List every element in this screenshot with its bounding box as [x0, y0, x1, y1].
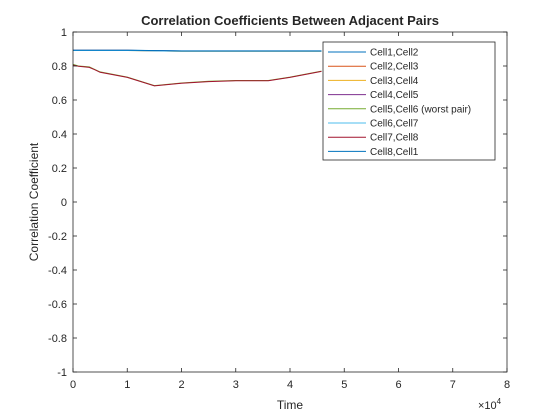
series-line [72, 64, 322, 87]
legend-label: Cell5,Cell6 (worst pair) [370, 104, 471, 115]
x-tick-label: 4 [287, 379, 293, 391]
y-tick-label: 0.4 [52, 129, 67, 141]
y-tick-label: -0.6 [48, 299, 67, 311]
legend-label: Cell6,Cell7 [370, 119, 419, 130]
y-axis-ticks: -1 -0.8 -0.6 -0.4 -0.2 0 0.2 0.4 0.6 0.8 1 [48, 27, 507, 379]
x-tick-label: 7 [450, 379, 456, 391]
x-axis-label: Time [277, 398, 304, 412]
series-line [73, 49, 322, 52]
legend-label: Cell3,Cell4 [370, 76, 419, 87]
y-tick-label: -0.4 [48, 265, 67, 277]
chart-title: Correlation Coefficients Between Adjacen… [141, 13, 439, 28]
y-tick-label: -1 [57, 367, 67, 379]
x-axis-exponent-power: 4 [497, 397, 502, 406]
legend-label: Cell2,Cell3 [370, 62, 419, 73]
x-axis-ticks: 0 1 2 3 4 5 6 7 8 [70, 32, 510, 391]
y-tick-label: 0.8 [52, 61, 67, 73]
x-tick-label: 8 [504, 379, 510, 391]
x-tick-label: 6 [395, 379, 401, 391]
legend-label: Cell1,Cell2 [370, 48, 419, 59]
legend: Cell1,Cell2 Cell2,Cell3 Cell3,Cell4 Cell4,C… [322, 41, 496, 161]
x-tick-label: 2 [178, 379, 184, 391]
y-tick-label: -0.2 [48, 231, 67, 243]
x-tick-label: 3 [233, 379, 239, 391]
x-tick-label: 1 [124, 379, 130, 391]
legend-label: Cell8,Cell1 [370, 147, 419, 158]
y-tick-label: 0 [61, 197, 67, 209]
x-axis-exponent-base: ×10 [478, 400, 497, 412]
legend-items: Cell1,Cell2 Cell2,Cell3 Cell3,Cell4 Cell4,C… [328, 48, 471, 158]
y-tick-label: 1 [61, 27, 67, 39]
legend-label: Cell7,Cell8 [370, 133, 419, 144]
y-tick-label: -0.8 [48, 333, 67, 345]
y-tick-label: 0.2 [52, 163, 67, 175]
x-tick-label: 5 [341, 379, 347, 391]
x-tick-label: 0 [70, 379, 76, 391]
legend-box [322, 41, 496, 161]
legend-label: Cell4,Cell5 [370, 90, 419, 101]
series-layer [72, 49, 322, 87]
x-axis-exponent: ×104 [478, 397, 502, 412]
y-tick-label: 0.6 [52, 95, 67, 107]
y-axis-label: Correlation Coefficient [27, 142, 41, 261]
